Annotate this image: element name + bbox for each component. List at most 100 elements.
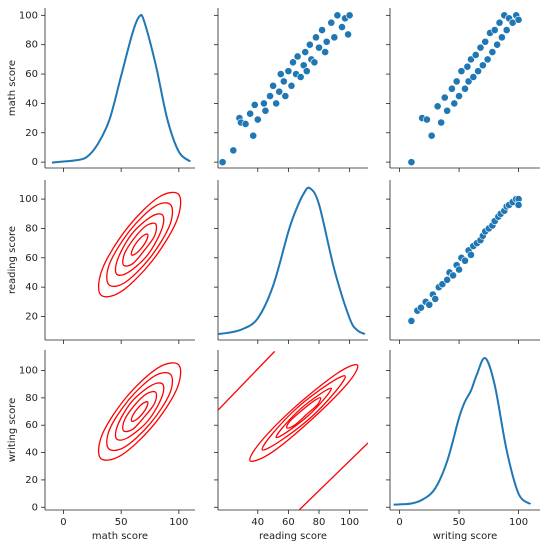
scatter-point <box>452 77 461 86</box>
x-axis-label: reading score <box>259 531 327 542</box>
y-tick-label: 80 <box>25 223 38 234</box>
y-tick-label: 0 <box>32 157 38 168</box>
x-tick-label: 40 <box>251 517 264 528</box>
scatter-point <box>249 131 258 140</box>
plot-area <box>393 357 532 506</box>
scatter-point <box>321 48 330 56</box>
scatter-point <box>450 99 459 108</box>
y-tick-label: 80 <box>25 40 38 51</box>
scatter-point <box>253 115 262 124</box>
x-axis-label: math score <box>92 531 148 542</box>
scatter-point <box>493 40 502 49</box>
panel: 0 20 40 60 80 100 math score <box>7 8 195 172</box>
x-tick-label: 100 <box>509 517 528 528</box>
scatter-point <box>287 81 296 90</box>
scatter-point <box>318 26 326 34</box>
contour-line <box>275 387 333 439</box>
plot-area <box>407 195 523 325</box>
y-tick-label: 60 <box>25 420 38 431</box>
panel: 0 50 100 writing score <box>386 350 540 542</box>
scatter-point <box>490 26 499 34</box>
scatter-point <box>269 81 278 90</box>
contour-line <box>130 233 149 256</box>
scatter-point <box>502 26 511 34</box>
scatter-point <box>246 109 255 118</box>
y-tick-label: 40 <box>25 98 38 109</box>
scatter-point <box>261 106 270 115</box>
scatter-point <box>433 102 442 111</box>
x-axis-label: writing score <box>433 531 498 542</box>
contour-line <box>261 375 346 451</box>
contour-line <box>130 401 149 422</box>
scatter-point <box>488 48 497 56</box>
scatter-point <box>455 265 463 274</box>
scatter-point <box>448 84 456 93</box>
scatter-point <box>463 62 472 71</box>
scatter-point <box>443 106 452 115</box>
scatter-point <box>481 37 490 46</box>
kde-curve <box>218 186 366 336</box>
scatter-point <box>344 30 353 39</box>
contour-line <box>298 442 368 510</box>
scatter-point <box>333 11 342 20</box>
contour-line <box>114 213 165 276</box>
y-tick-label: 100 <box>19 366 38 377</box>
kde-curve <box>51 13 192 164</box>
scatter-point <box>250 100 259 109</box>
y-tick-label: 20 <box>25 128 38 139</box>
scatter-point <box>407 317 416 325</box>
x-tick-label: 50 <box>115 517 128 528</box>
plot-area <box>407 11 523 167</box>
contour-line <box>97 191 182 298</box>
y-tick-label: 0 <box>32 502 38 513</box>
contour-line <box>114 382 165 441</box>
x-tick-label: 0 <box>396 517 402 528</box>
contour-line <box>218 350 276 411</box>
scatter-point <box>302 67 311 76</box>
scatter-point <box>241 120 250 128</box>
scatter-point <box>279 77 288 86</box>
scatter-point <box>345 11 354 20</box>
scatter-point <box>284 67 293 76</box>
scatter-point <box>476 43 485 52</box>
scatter-point <box>471 51 480 59</box>
scatter-point <box>427 131 436 140</box>
x-tick-label: 0 <box>60 517 66 528</box>
scatter-point <box>301 48 310 56</box>
scatter-point <box>469 73 478 81</box>
contour-line <box>122 222 158 267</box>
scatter-point <box>438 280 447 289</box>
contour-line <box>106 202 174 287</box>
panel: 0 50 100 0 20 40 60 80 100 math score writing scor… <box>7 350 195 542</box>
x-tick-label: 100 <box>340 517 359 528</box>
plot-area <box>97 362 182 461</box>
contour-line <box>249 364 359 462</box>
scatter-point <box>461 84 469 93</box>
panel <box>214 8 368 172</box>
scatter-point <box>423 115 431 124</box>
scatter-point <box>315 43 323 52</box>
y-tick-label: 80 <box>25 393 38 404</box>
y-tick-label: 100 <box>19 194 38 205</box>
scatter-point <box>417 303 425 312</box>
scatter-point <box>296 73 305 81</box>
scatter-point <box>229 146 238 155</box>
kde-curve <box>393 357 532 506</box>
panel <box>386 8 540 172</box>
scatter-point <box>431 294 440 303</box>
contour-line <box>97 362 182 461</box>
scatter-point <box>330 33 339 42</box>
scatter-point <box>467 55 475 64</box>
contour-line <box>106 371 174 452</box>
scatter-point <box>266 92 274 100</box>
y-tick-label: 60 <box>25 69 38 80</box>
contour-line <box>286 397 322 429</box>
plot-area <box>218 186 366 336</box>
x-tick-label: 50 <box>453 517 466 528</box>
scatter-point <box>281 92 290 100</box>
scatter-point <box>425 300 434 309</box>
scatter-point <box>464 77 473 86</box>
scatter-point <box>449 271 457 280</box>
plot-area <box>218 350 368 510</box>
scatter-point <box>495 18 504 27</box>
